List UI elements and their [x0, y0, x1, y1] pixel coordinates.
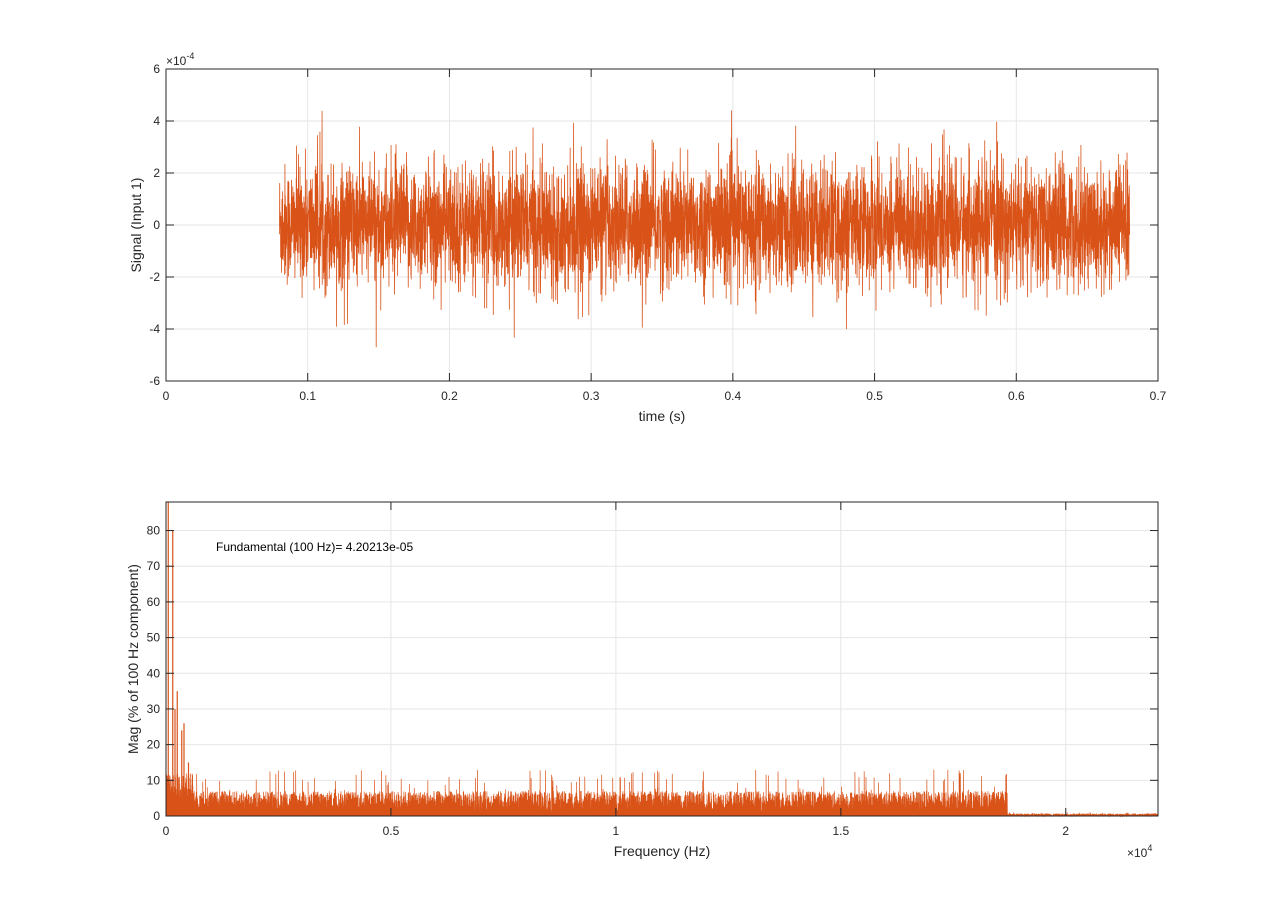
y-tick-label: -2: [149, 270, 160, 284]
y-tick-label: 2: [153, 166, 160, 180]
y-tick-label: 70: [147, 559, 161, 573]
spectrum-line: [165, 769, 1159, 818]
y-tick-label: 10: [147, 773, 161, 787]
y-axis-label: Signal (Input 1): [128, 178, 144, 273]
x-tick-label: 0.6: [1008, 389, 1025, 403]
x-tick-label: 0.5: [866, 389, 883, 403]
x-tick-label: 0.5: [383, 824, 400, 838]
fundamental-annotation: Fundamental (100 Hz)= 4.20213e-05: [216, 540, 413, 554]
frequency-axes-box: [165, 501, 1159, 817]
x-tick-label: 2: [1062, 824, 1069, 838]
y-tick-label: 80: [147, 524, 161, 538]
y-tick-label: 40: [147, 666, 161, 680]
y-tick-label: 60: [147, 595, 161, 609]
x-tick-label: 0: [163, 824, 170, 838]
y-exponent-label: ×10-4: [166, 51, 194, 68]
y-tick-label: 50: [147, 631, 161, 645]
x-tick-label: 0: [163, 389, 170, 403]
time-signal-series: [278, 110, 1131, 348]
x-tick-label: 1: [613, 824, 620, 838]
x-tick-label: 0.3: [583, 389, 600, 403]
x-axis-label: time (s): [639, 408, 686, 424]
y-tick-label: 30: [147, 702, 161, 716]
y-tick-label: -6: [149, 374, 160, 388]
frequency-axes-background: [166, 502, 1158, 816]
x-tick-label: 0.1: [299, 389, 316, 403]
signal-line: [278, 110, 1131, 348]
y-tick-label: 6: [153, 62, 160, 76]
x-tick-label: 0.4: [725, 389, 742, 403]
x-tick-label: 0.7: [1150, 389, 1167, 403]
y-tick-label: -4: [149, 322, 160, 336]
x-tick-label: 1.5: [832, 824, 849, 838]
time-axes-ticks: 0 0.1 0.2 0.3 0.4 0.5 0.6 0.7 -6 -4 -2 0 2 4 6: [149, 62, 1166, 403]
y-tick-label: 0: [153, 218, 160, 232]
y-tick-label: 20: [147, 738, 161, 752]
x-axis-label: Frequency (Hz): [614, 843, 710, 859]
y-tick-label: 4: [153, 114, 160, 128]
time-domain-axes: 0 0.1 0.2 0.3 0.4 0.5 0.6 0.7 -6 -4 -2 0 2 4 6 ×10-4 t…: [128, 51, 1167, 424]
x-exponent-label: ×104: [1127, 843, 1152, 860]
y-tick-label: 0: [153, 809, 160, 823]
y-axis-label: Mag (% of 100 Hz component): [125, 564, 141, 754]
x-tick-label: 0.2: [441, 389, 458, 403]
